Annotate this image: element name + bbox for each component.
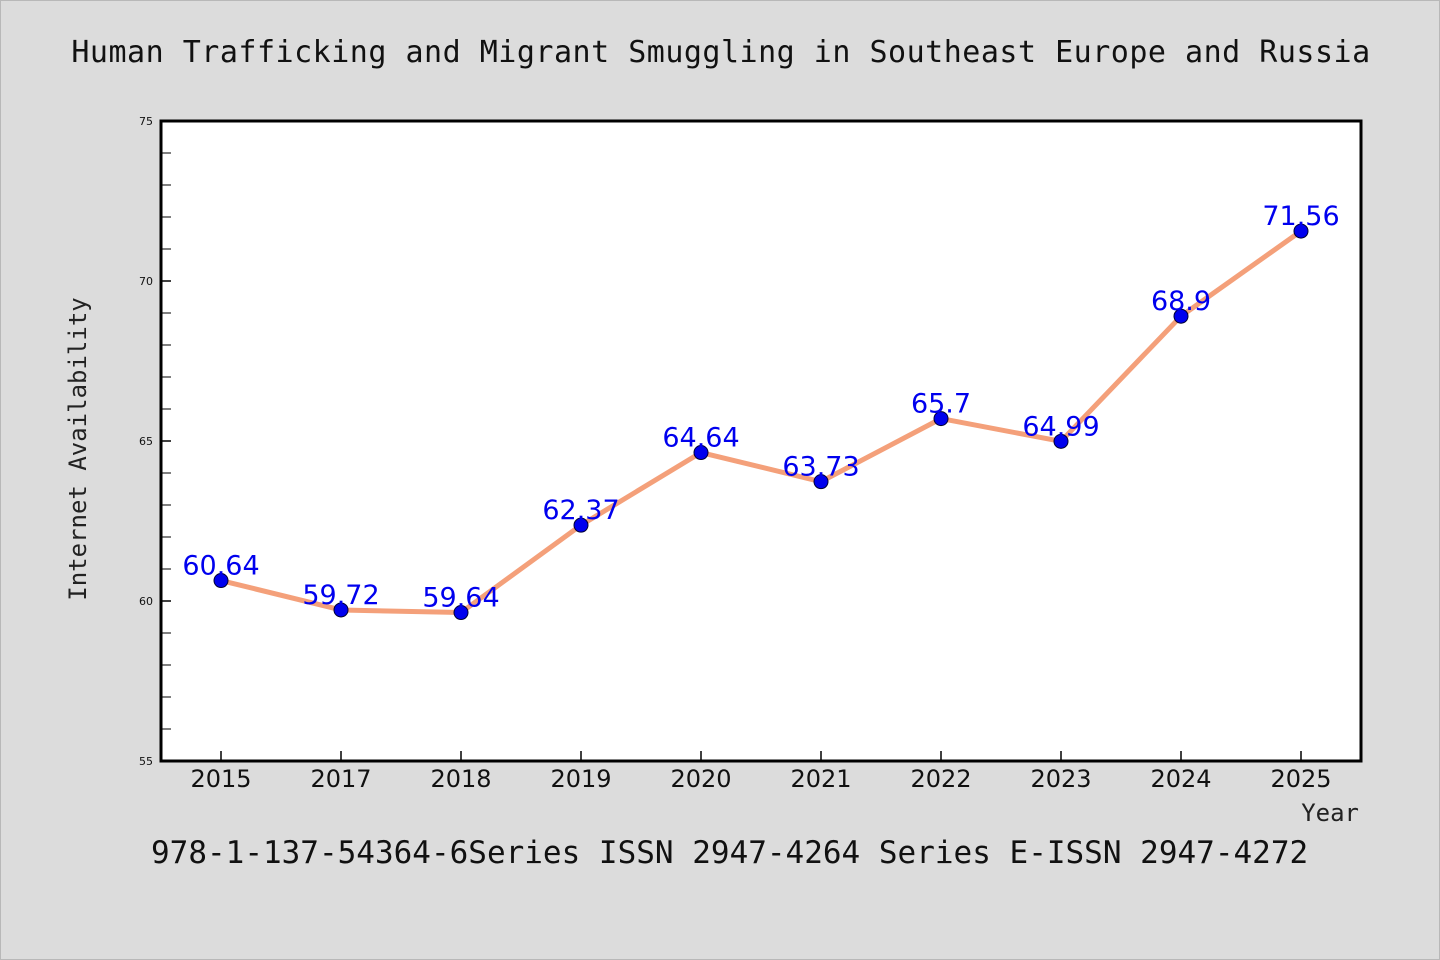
data-label: 59.64 <box>422 583 499 614</box>
x-tick-label: 2021 <box>790 765 851 793</box>
data-point <box>213 573 229 589</box>
data-point <box>453 605 469 621</box>
x-tick-label: 2025 <box>1270 765 1331 793</box>
x-tick-label: 2018 <box>430 765 491 793</box>
x-tick-label: 2017 <box>310 765 371 793</box>
plot-area <box>159 119 1363 763</box>
data-point <box>693 445 709 461</box>
y-tick-label: 55 <box>139 755 153 768</box>
data-markers <box>213 223 1309 621</box>
y-tick-label: 60 <box>139 595 153 608</box>
y-axis-ticks: 55 60 65 70 75 <box>139 115 171 768</box>
series-line <box>218 228 1304 616</box>
data-label: 68.9 <box>1151 286 1211 317</box>
data-label: 60.64 <box>182 551 259 582</box>
y-axis-label: Internet Availability <box>64 297 92 600</box>
data-point <box>333 602 349 618</box>
y-tick-label: 70 <box>139 275 153 288</box>
y-tick-label: 65 <box>139 435 153 448</box>
data-point <box>573 517 589 533</box>
data-point <box>1053 433 1069 449</box>
x-tick-label: 2015 <box>190 765 251 793</box>
data-label: 64.99 <box>1022 411 1099 442</box>
data-label: 63.73 <box>782 452 859 483</box>
x-tick-label: 2020 <box>670 765 731 793</box>
data-labels: 60.64 59.72 59.64 62.37 64.64 63.73 65.7 64.99 6… <box>182 201 1339 613</box>
data-point <box>1173 308 1189 324</box>
x-tick-label: 2022 <box>910 765 971 793</box>
data-point <box>813 474 829 490</box>
x-tick-label: 2023 <box>1030 765 1091 793</box>
chart-title: Human Trafficking and Migrant Smuggling … <box>71 35 1371 70</box>
x-tick-label: 2019 <box>550 765 611 793</box>
footer-identifiers: 978-1-137-54364-6Series ISSN 2947-4264 S… <box>151 835 1309 871</box>
data-label: 64.64 <box>662 423 739 454</box>
data-label: 59.72 <box>302 580 379 611</box>
y-tick-label: 75 <box>139 115 153 128</box>
x-tick-label: 2024 <box>1150 765 1211 793</box>
data-point <box>1293 223 1309 239</box>
data-label: 62.37 <box>542 495 619 526</box>
data-point <box>933 411 949 427</box>
x-axis-ticks: 2015 2017 2018 2019 2020 2021 2022 2023 2024 2025 <box>190 751 1332 793</box>
x-axis-label: Year <box>1301 799 1359 827</box>
data-label: 65.7 <box>911 389 971 420</box>
data-label: 71.56 <box>1262 201 1339 232</box>
